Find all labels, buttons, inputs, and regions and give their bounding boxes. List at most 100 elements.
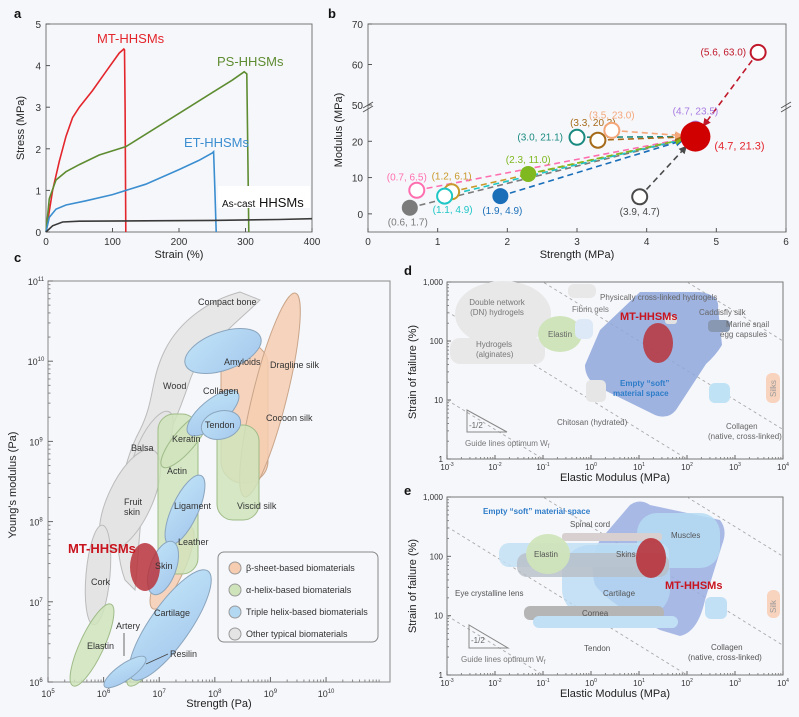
- y-tick-label-c: 107: [29, 598, 43, 608]
- y-tick-label: 1: [439, 455, 444, 464]
- label-empty-e: Empty “soft” material space: [483, 507, 591, 516]
- legend-swatch-beta: [228, 561, 242, 575]
- point-3.0-21.1: [568, 128, 586, 146]
- y-tick-label: 1,000: [423, 278, 444, 287]
- x-tick-label-c: 105: [41, 689, 55, 699]
- arrow-point-3.5-23.0: [611, 129, 684, 140]
- label-cartilage-e: Cartilage: [603, 589, 636, 598]
- point-2.3-11.0: [520, 165, 537, 182]
- label-tendon-e: Tendon: [584, 644, 610, 653]
- label-phys-hydrogels: Physically cross-linked hydrogels: [600, 293, 717, 302]
- label-collagen-e-2: (native, cross-linked): [688, 653, 762, 662]
- series-line-et-hhsms: [45, 149, 217, 233]
- label-skin-c: Skin: [155, 561, 173, 571]
- y-tick-label: 1,000: [423, 493, 444, 502]
- panel-letter-d: d: [404, 263, 412, 278]
- y-tick-label: 10: [434, 396, 443, 405]
- axis-break-right: [780, 101, 792, 113]
- point-label: (2.3, 11.0): [506, 155, 551, 166]
- region-alginates: [450, 338, 545, 364]
- axis-ticks-d: 10-3 10-2 10-1 100 101 102 103 104 1 10 100 1,000: [423, 278, 789, 472]
- y-tick-label-a: 5: [35, 20, 41, 31]
- series-lines-a: [45, 47, 313, 233]
- resilin-leader: [145, 653, 169, 665]
- label-collagen-c: Collagen: [203, 386, 239, 396]
- label-collagen-e-1: Collagen: [711, 643, 743, 652]
- x-tick-label: 10-2: [488, 462, 502, 472]
- xlabel-d: Elastic Modulus (MPa): [560, 472, 670, 484]
- point-1.9-4.9: [492, 188, 509, 205]
- arrow-point-3.0-21.1: [576, 132, 684, 141]
- y-tick-label-b: 70: [352, 20, 364, 31]
- x-tick-label: 10-1: [536, 462, 550, 472]
- arrow-point-1.9-4.9: [500, 138, 684, 197]
- y-tick-label-a: 3: [35, 103, 41, 114]
- label-mt-hhsms-c: MT-HHSMs: [68, 541, 136, 556]
- axis-break-left: [362, 101, 374, 113]
- label-ps-hhsms-a: PS-HHSMs: [217, 54, 284, 69]
- arrow-point-3.3-20.3: [597, 133, 684, 142]
- axis-ticks-a: 0 100 200 300 400 0 1 2 3 4 5: [35, 20, 320, 248]
- x-tick-label-c: 108: [208, 689, 222, 699]
- legend-swatch-triple: [228, 605, 242, 619]
- region-marine-snail: [708, 320, 730, 332]
- label-cocoon-silk: Cocoon silk: [266, 413, 313, 423]
- point-3.5-23.0: [603, 121, 621, 139]
- x-tick-label-a: 100: [104, 237, 121, 248]
- region-elastin-d: [538, 316, 582, 352]
- legend-swatch-alpha: [228, 583, 242, 597]
- region-tendon-c: [200, 410, 242, 440]
- y-tick-label-a: 2: [35, 145, 41, 156]
- label-marine-snail-2: egg capsules: [720, 330, 767, 339]
- point-0.7-6.5: [408, 181, 426, 199]
- ylabel-c: Young's modulus (Pa): [7, 432, 19, 539]
- label-elastin-e: Elastin: [534, 550, 558, 559]
- label-viscid-silk: Viscid silk: [237, 501, 277, 511]
- y-tick-label-c: 109: [29, 437, 43, 447]
- x-tick-label: 102: [681, 678, 693, 688]
- xlabel-b: Strength (MPa): [540, 249, 615, 261]
- region-mt-hhsms-c: [130, 543, 160, 591]
- x-tick-label: 100: [585, 678, 597, 688]
- panel-e: e 10-3 10-2 10-1 100 101 102 103 104 1 10 100 1,000…: [404, 483, 789, 700]
- series-line-as-cast-hhsms: [45, 217, 313, 233]
- panel-letter-a: a: [14, 6, 22, 21]
- arrows-b: [409, 51, 759, 209]
- x-tick-label-c: 1010: [318, 689, 335, 699]
- x-tick-label: 102: [681, 462, 693, 472]
- x-tick-label: 104: [777, 462, 789, 472]
- label-silks: Silks: [769, 380, 778, 397]
- label-mt-hhsms-e: MT-HHSMs: [665, 580, 722, 592]
- label-dn-2: (DN) hydrogels: [470, 308, 524, 317]
- x-tick-label-c: 109: [264, 689, 278, 699]
- label-tendon-c: Tendon: [205, 420, 235, 430]
- x-tick-label-b: 1: [435, 237, 441, 248]
- ylabel-b: Modulus (MPa): [333, 93, 345, 168]
- point-label: (4.7, 23.5): [673, 107, 719, 118]
- panel-c: c 105 106 107 108 109 10101061071081091010101…: [7, 250, 391, 710]
- region-elastin-e: [526, 534, 570, 574]
- region-elastin-c: [69, 603, 115, 687]
- y-tick-label-a: 1: [35, 186, 41, 197]
- label-chitosan: Chitosan (hydrated): [557, 418, 628, 427]
- label-dn-1: Double network: [469, 298, 526, 307]
- x-tick-label: 100: [585, 462, 597, 472]
- region-silks: [766, 373, 780, 403]
- y-tick-label-b: 20: [352, 137, 364, 148]
- y-tick-label-c: 1011: [28, 277, 45, 287]
- ylabel-a: Stress (MPa): [15, 96, 27, 160]
- guide-label-e: Guide lines optimum Wf: [461, 655, 546, 666]
- label-actin: Actin: [167, 466, 187, 476]
- y-tick-label: 1: [439, 671, 444, 680]
- xlabel-e: Elastic Modulus (MPa): [560, 688, 670, 700]
- point-1.1-4.9: [436, 187, 454, 205]
- ascast-label-bg: [218, 186, 310, 208]
- panel-letter-c: c: [14, 250, 21, 265]
- arrow-point-0.7-6.5: [416, 136, 684, 192]
- y-tick-label-c: 108: [29, 518, 43, 528]
- series-line-ps-hhsms: [45, 70, 250, 233]
- point-label: (5.6, 63.0): [701, 47, 747, 58]
